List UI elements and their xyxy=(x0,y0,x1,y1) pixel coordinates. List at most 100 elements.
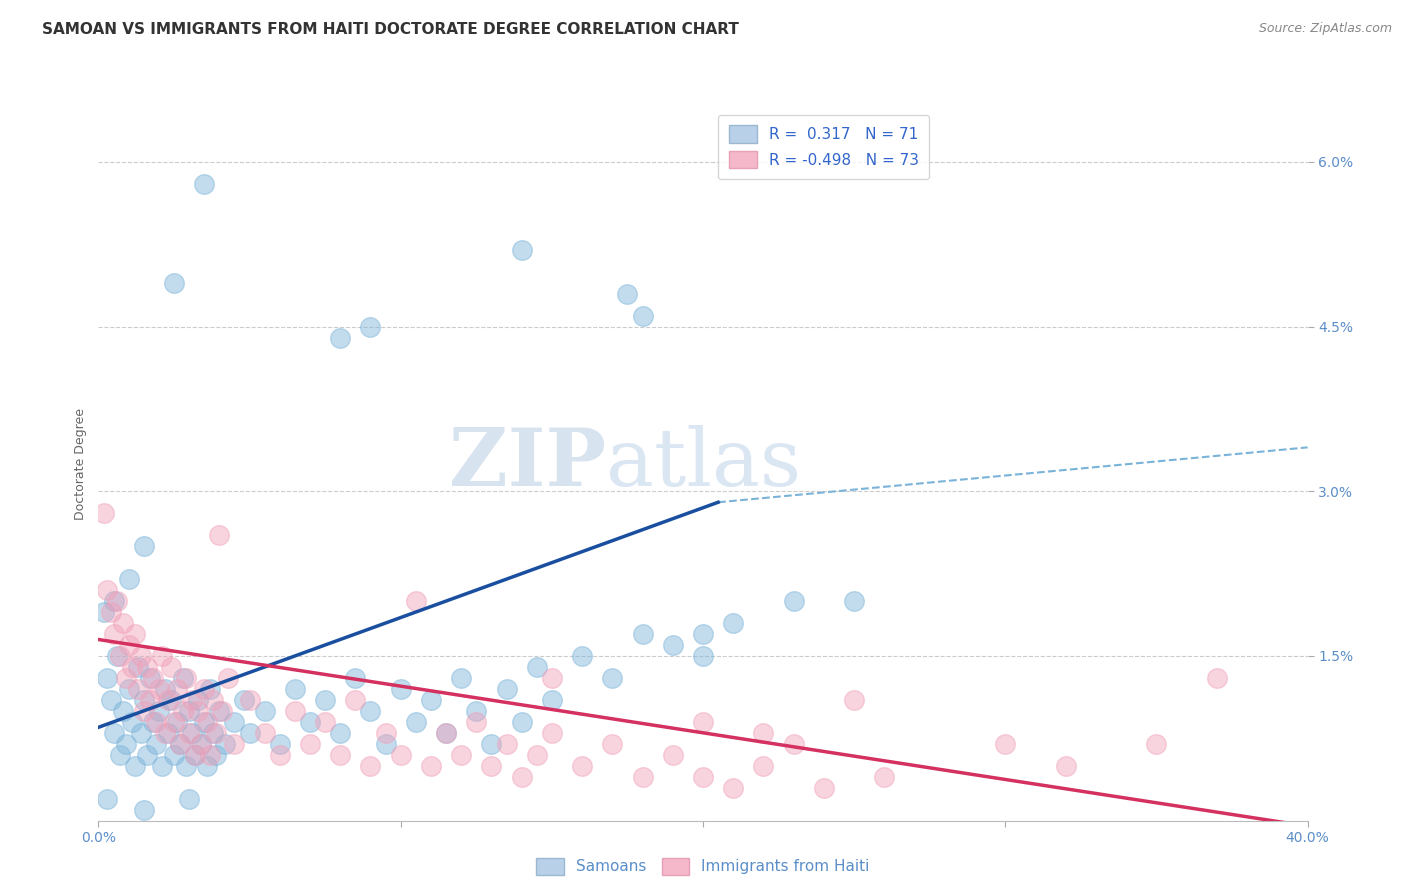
Point xyxy=(195,758,218,772)
Point xyxy=(1206,671,1229,685)
Point xyxy=(420,693,443,707)
Point xyxy=(103,726,125,740)
Point xyxy=(434,726,457,740)
Point xyxy=(187,704,209,718)
Point xyxy=(181,693,204,707)
Text: SAMOAN VS IMMIGRANTS FROM HAITI DOCTORATE DEGREE CORRELATION CHART: SAMOAN VS IMMIGRANTS FROM HAITI DOCTORAT… xyxy=(42,22,740,37)
Point xyxy=(200,747,222,762)
Point xyxy=(148,704,170,718)
Point xyxy=(269,737,291,751)
Point xyxy=(481,737,503,751)
Point xyxy=(314,714,336,729)
Point xyxy=(172,704,194,718)
Point xyxy=(129,648,152,663)
Point xyxy=(179,704,201,718)
Point xyxy=(190,737,212,751)
Point xyxy=(108,747,131,762)
Point xyxy=(96,583,118,598)
Point xyxy=(111,704,134,718)
Point xyxy=(405,714,427,729)
Point xyxy=(389,681,412,696)
Point xyxy=(121,714,143,729)
Point xyxy=(571,758,593,772)
Point xyxy=(360,704,382,718)
Point xyxy=(723,615,745,630)
Point xyxy=(118,638,141,652)
Point xyxy=(195,714,218,729)
Point xyxy=(284,681,307,696)
Point xyxy=(481,758,503,772)
Point xyxy=(420,758,443,772)
Point xyxy=(299,714,322,729)
Point xyxy=(200,681,222,696)
Point xyxy=(495,681,517,696)
Point xyxy=(124,627,146,641)
Point xyxy=(723,780,745,795)
Point xyxy=(166,714,188,729)
Point xyxy=(602,737,624,751)
Point xyxy=(187,693,209,707)
Point xyxy=(132,704,155,718)
Point xyxy=(153,681,176,696)
Point xyxy=(782,737,804,751)
Point xyxy=(163,747,186,762)
Point xyxy=(184,747,207,762)
Point xyxy=(111,615,134,630)
Point xyxy=(284,704,307,718)
Point xyxy=(208,704,231,718)
Point xyxy=(160,660,183,674)
Text: ZIP: ZIP xyxy=(450,425,606,503)
Point xyxy=(344,693,367,707)
Point xyxy=(174,671,197,685)
Point xyxy=(844,693,866,707)
Point xyxy=(150,648,173,663)
Point xyxy=(540,693,562,707)
Point xyxy=(692,627,714,641)
Point xyxy=(224,737,246,751)
Point xyxy=(510,243,533,257)
Point xyxy=(616,286,638,301)
Point xyxy=(135,660,157,674)
Point xyxy=(239,726,262,740)
Point xyxy=(526,660,548,674)
Point xyxy=(211,704,233,718)
Point xyxy=(540,726,562,740)
Point xyxy=(148,681,170,696)
Point xyxy=(214,737,236,751)
Point xyxy=(571,648,593,663)
Point xyxy=(205,726,228,740)
Point xyxy=(465,704,488,718)
Text: Source: ZipAtlas.com: Source: ZipAtlas.com xyxy=(1258,22,1392,36)
Point xyxy=(374,726,396,740)
Point xyxy=(114,671,136,685)
Point xyxy=(153,726,176,740)
Point xyxy=(193,177,215,191)
Point xyxy=(224,714,246,729)
Point xyxy=(752,758,775,772)
Point xyxy=(163,276,186,290)
Point xyxy=(602,671,624,685)
Point xyxy=(105,648,128,663)
Point xyxy=(360,319,382,334)
Point xyxy=(661,747,683,762)
Point xyxy=(1144,737,1167,751)
Point xyxy=(193,714,215,729)
Point xyxy=(163,714,186,729)
Point xyxy=(269,747,291,762)
Point xyxy=(145,714,167,729)
Point xyxy=(450,671,472,685)
Point xyxy=(217,671,239,685)
Point xyxy=(103,594,125,608)
Point xyxy=(169,737,191,751)
Point xyxy=(108,648,131,663)
Point xyxy=(139,693,162,707)
Point xyxy=(105,594,128,608)
Point xyxy=(169,737,191,751)
Point xyxy=(299,737,322,751)
Point xyxy=(139,671,162,685)
Point xyxy=(344,671,367,685)
Point xyxy=(405,594,427,608)
Point xyxy=(142,671,165,685)
Point xyxy=(114,737,136,751)
Point xyxy=(208,528,231,542)
